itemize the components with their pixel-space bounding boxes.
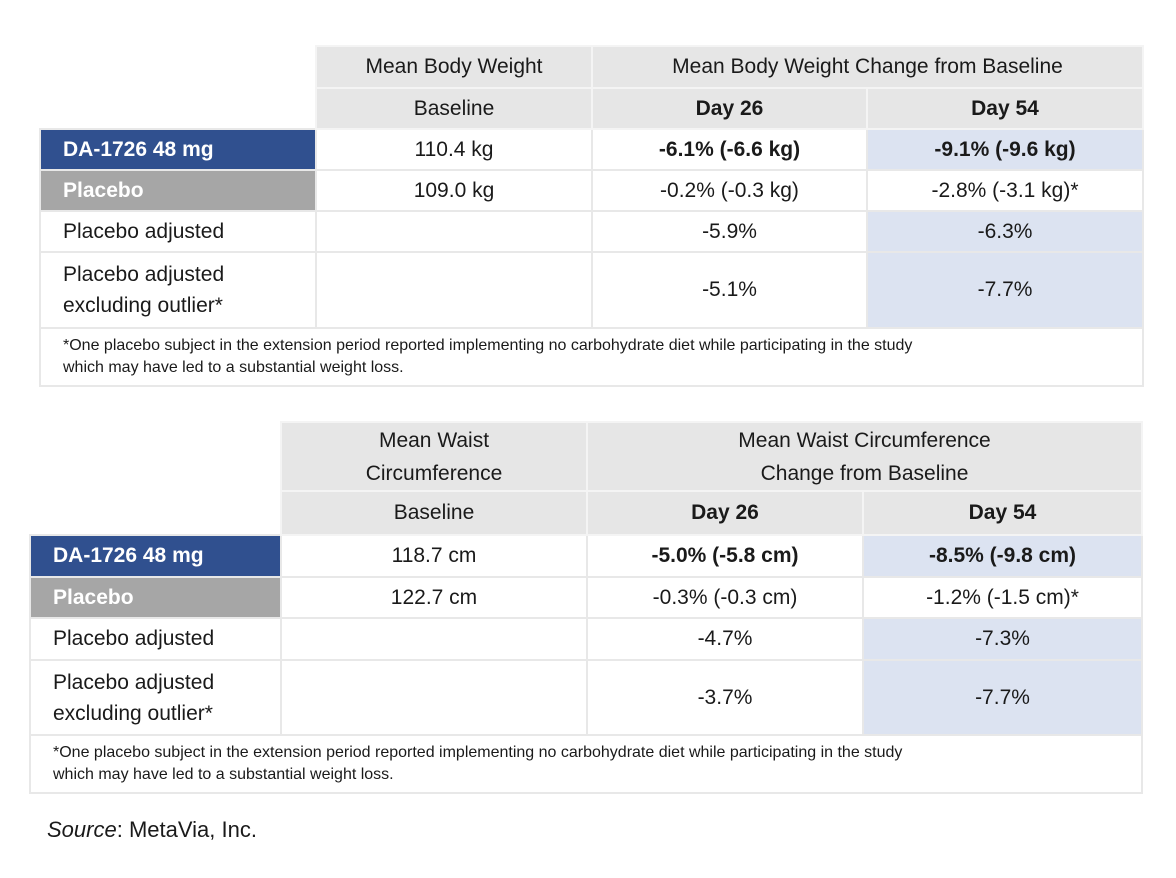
- cell-baseline: 110.4 kg: [315, 128, 593, 171]
- blank-cell: [40, 88, 316, 129]
- header-day54: Day 54: [862, 490, 1143, 536]
- table-row: DA-1726 48 mg 110.4 kg -6.1% (-6.6 kg) -…: [39, 128, 1145, 171]
- cell-day54: -1.2% (-1.5 cm)*: [862, 576, 1143, 619]
- header-day26: Day 26: [586, 490, 864, 536]
- source-note: Source: MetaVia, Inc.: [47, 817, 257, 843]
- cell-baseline: 122.7 cm: [280, 576, 588, 619]
- header-day26: Day 26: [591, 87, 868, 130]
- cell-day54: -8.5% (-9.8 cm): [862, 534, 1143, 578]
- cell-day26: -4.7%: [586, 617, 864, 661]
- table-row: DA-1726 48 mg 118.7 cm -5.0% (-5.8 cm) -…: [29, 534, 1143, 578]
- source-label: Source: [47, 817, 117, 842]
- cell-day26: -5.0% (-5.8 cm): [586, 534, 864, 578]
- cell-baseline: [315, 210, 593, 253]
- footnote: *One placebo subject in the extension pe…: [38, 327, 1145, 387]
- cell-baseline: 118.7 cm: [280, 534, 588, 578]
- row-label-excluding-outlier: Placebo adjusted excluding outlier*: [29, 659, 282, 736]
- header-mean-waist: Mean Waist Circumference: [280, 421, 588, 492]
- cell-baseline: 109.0 kg: [315, 169, 593, 212]
- table-row: Placebo 109.0 kg -0.2% (-0.3 kg) -2.8% (…: [39, 169, 1145, 212]
- blank-cell: [30, 422, 281, 491]
- cell-day26: -6.1% (-6.6 kg): [591, 128, 868, 171]
- source-value: : MetaVia, Inc.: [116, 817, 257, 842]
- cell-day26: -0.2% (-0.3 kg): [591, 169, 868, 212]
- footnote-line: *One placebo subject in the extension pe…: [53, 744, 903, 761]
- header-line: Mean Waist Circumference: [738, 428, 991, 452]
- header-baseline: Baseline: [280, 490, 588, 536]
- waist-circumference-table: Mean Waist Circumference Mean Waist Circu…: [29, 421, 1143, 794]
- label-line: excluding outlier*: [63, 294, 223, 317]
- row-label-placebo: Placebo: [39, 169, 317, 212]
- cell-baseline: [280, 617, 588, 661]
- cell-day54: -9.1% (-9.6 kg): [865, 128, 1145, 171]
- table-row: Placebo adjusted excluding outlier* -3.7%…: [29, 659, 1143, 736]
- row-label-placebo-adjusted: Placebo adjusted: [29, 617, 282, 661]
- row-label-placebo: Placebo: [29, 576, 282, 619]
- cell-day54: -2.8% (-3.1 kg)*: [865, 169, 1145, 212]
- cell-day54: -7.3%: [862, 617, 1143, 661]
- label-line: Placebo adjusted: [53, 670, 215, 694]
- header-line: Change from Baseline: [760, 461, 969, 485]
- cell-baseline: [280, 659, 588, 736]
- row-label-drug: DA-1726 48 mg: [29, 534, 282, 578]
- blank-cell: [40, 46, 316, 88]
- row-label-placebo-adjusted: Placebo adjusted: [39, 210, 317, 253]
- cell-day26: -5.1%: [591, 251, 868, 329]
- cell-day26: -3.7%: [586, 659, 864, 736]
- body-weight-table: Mean Body Weight Mean Body Weight Change…: [38, 45, 1145, 387]
- header-line: Mean Waist: [378, 428, 490, 452]
- cell-day54: -6.3%: [865, 210, 1145, 253]
- cell-day54: -7.7%: [865, 251, 1145, 329]
- header-change-from-baseline: Mean Waist Circumference Change from Base…: [586, 421, 1143, 492]
- row-label-excluding-outlier: Placebo adjusted excluding outlier*: [39, 251, 317, 329]
- table-row: Placebo adjusted -4.7% -7.3%: [29, 617, 1143, 661]
- blank-cell: [30, 491, 281, 535]
- row-label-drug: DA-1726 48 mg: [39, 128, 317, 171]
- cell-baseline: [315, 251, 593, 329]
- cell-day26: -5.9%: [591, 210, 868, 253]
- footnote-line: which may have led to a substantial weig…: [53, 766, 394, 783]
- label-line: excluding outlier*: [53, 701, 213, 725]
- table-row: Placebo adjusted -5.9% -6.3%: [39, 210, 1145, 253]
- header-baseline: Baseline: [315, 87, 593, 130]
- header-mean-body-weight: Mean Body Weight: [315, 45, 593, 89]
- header-change-from-baseline: Mean Body Weight Change from Baseline: [590, 45, 1145, 89]
- table-row: Placebo 122.7 cm -0.3% (-0.3 cm) -1.2% (…: [29, 576, 1143, 619]
- header-day54: Day 54: [865, 87, 1145, 130]
- header-line: Circumference: [365, 461, 503, 485]
- table-row: Placebo adjusted excluding outlier* -5.1%…: [39, 251, 1145, 329]
- cell-day26: -0.3% (-0.3 cm): [586, 576, 864, 619]
- footnote: *One placebo subject in the extension pe…: [29, 734, 1143, 794]
- footnote-line: *One placebo subject in the extension pe…: [63, 337, 913, 354]
- label-line: Placebo adjusted: [63, 263, 225, 286]
- footnote-line: which may have led to a substantial weig…: [63, 359, 404, 376]
- cell-day54: -7.7%: [862, 659, 1143, 736]
